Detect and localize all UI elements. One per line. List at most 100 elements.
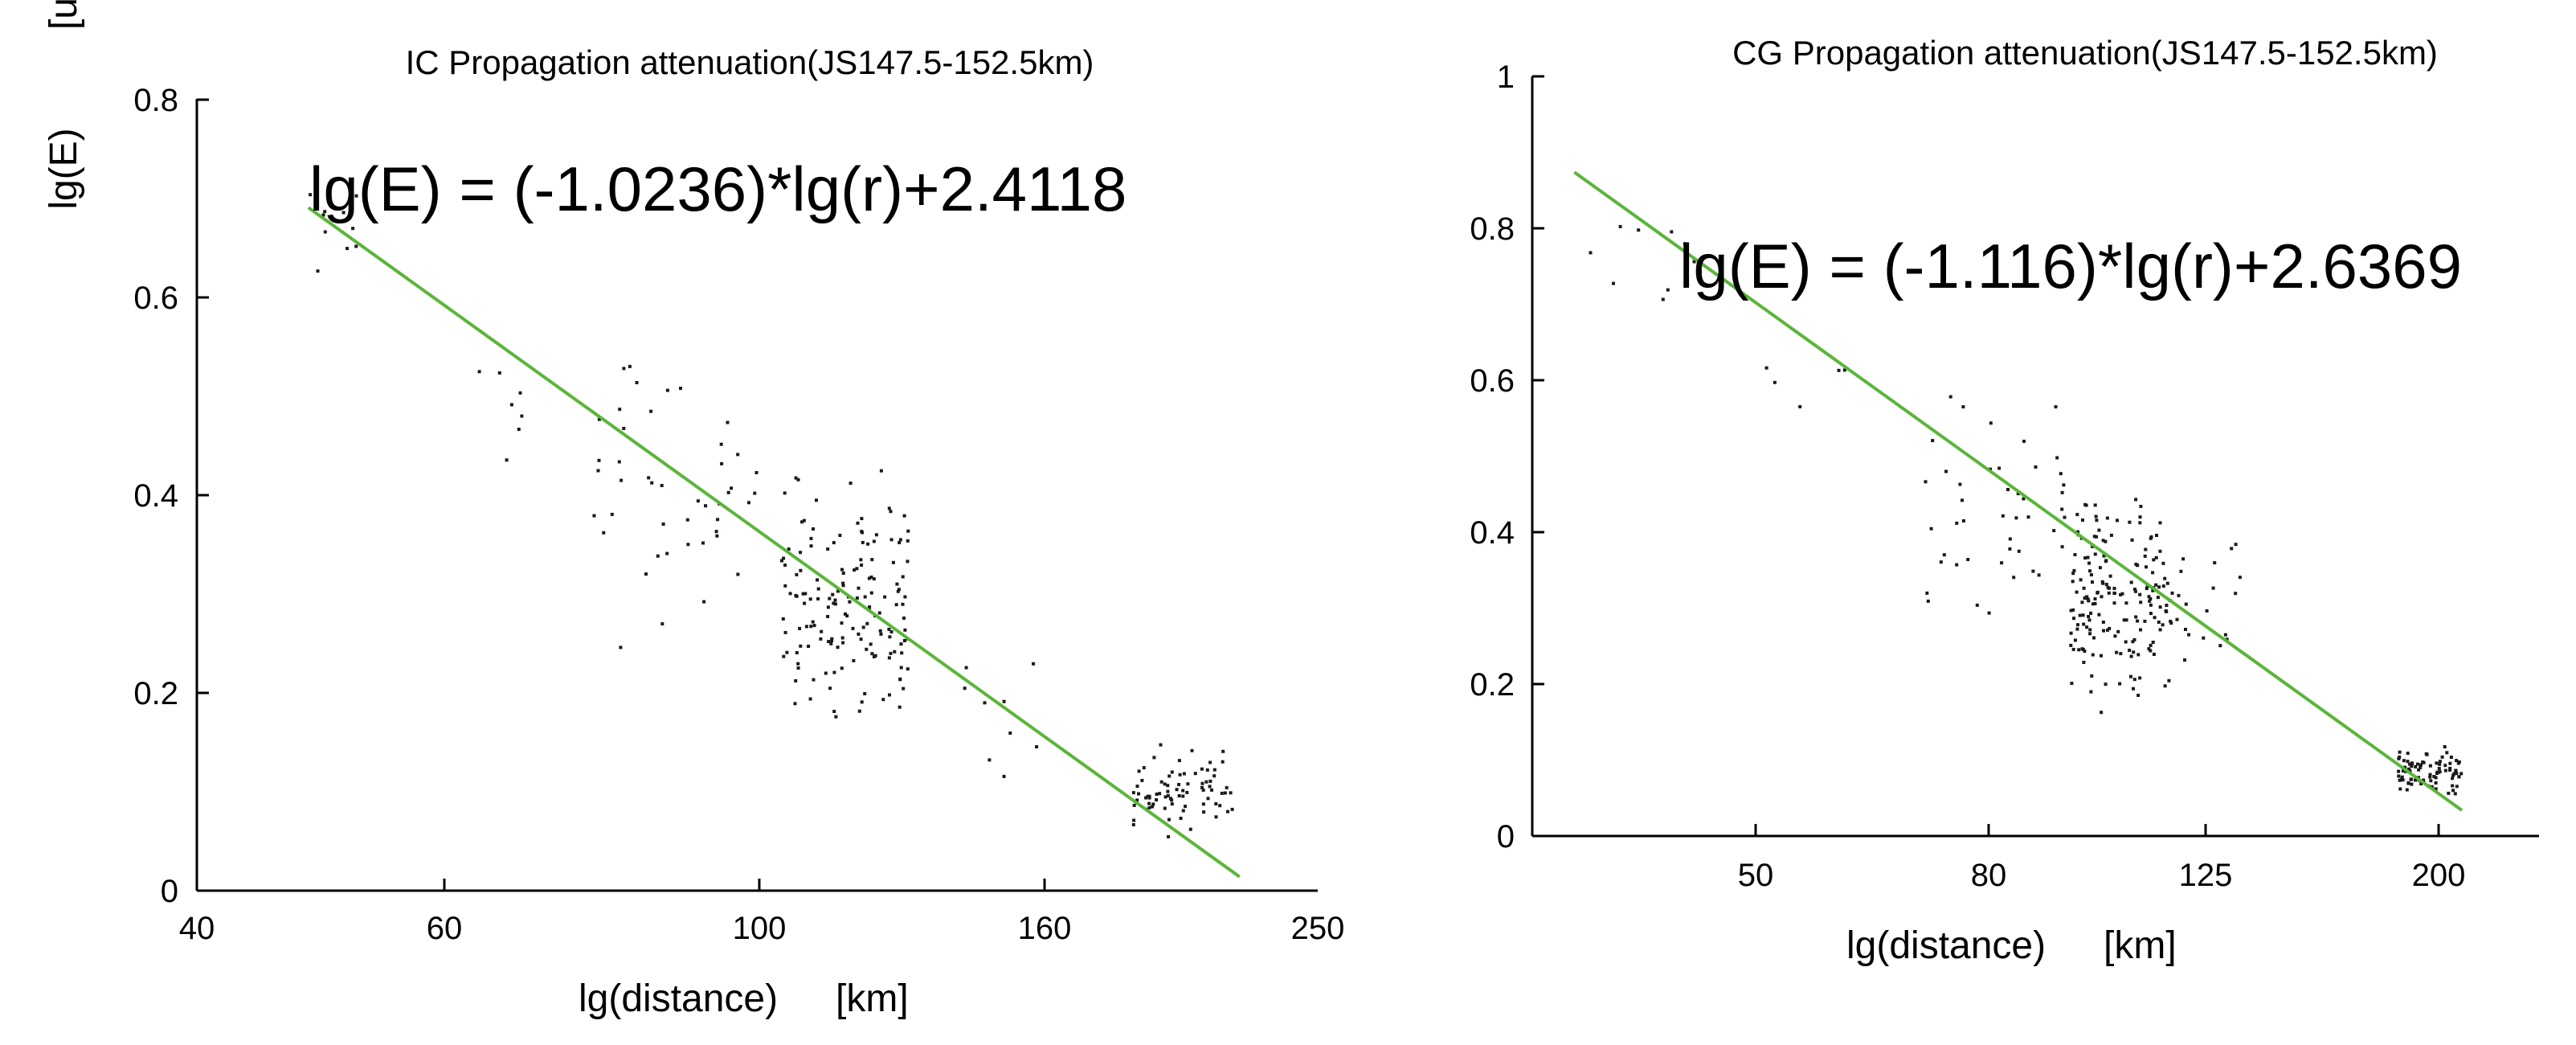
ic-x-axis-unit: [km] [836, 977, 909, 1020]
ic-data-point [656, 554, 660, 558]
ic-data-point [1177, 783, 1181, 786]
ic-data-point [1140, 778, 1144, 782]
cg-data-point [2080, 647, 2084, 651]
ic-data-point [902, 514, 906, 518]
ic-data-point [1181, 809, 1185, 813]
cg-data-point [2202, 636, 2206, 640]
ic-data-point [1177, 759, 1181, 763]
cg-data-point [2401, 768, 2405, 772]
ic-data-point [840, 568, 844, 572]
ic-data-point [736, 453, 740, 457]
ic-data-point [1135, 798, 1139, 802]
ic-data-point [715, 534, 719, 538]
ic-data-point [1177, 794, 1181, 797]
cg-data-point [2124, 618, 2128, 622]
cg-data-point [2165, 604, 2169, 607]
cg-data-point [1699, 270, 1703, 274]
ic-data-point [828, 686, 832, 691]
cg-data-point [2091, 653, 2095, 657]
ic-data-point [870, 652, 874, 656]
cg-data-point [2095, 518, 2099, 522]
cg-data-point [2060, 545, 2064, 549]
cg-data-point [2414, 764, 2418, 768]
ic-data-point [1035, 745, 1039, 748]
cg-data-point [2184, 628, 2187, 631]
cg-data-point [2149, 643, 2153, 647]
cg-data-point [2093, 601, 2097, 605]
cg-data-point [2078, 613, 2082, 617]
cg-equation: lg(E) = (-1.116)*lg(r)+2.6369 [1679, 231, 2462, 301]
ic-data-point [1200, 781, 1204, 785]
cg-data-point [2072, 617, 2075, 621]
cg-data-point [2398, 787, 2402, 791]
ic-data-point [1221, 749, 1225, 753]
ic-data-point [802, 518, 806, 522]
cg-data-point [2230, 547, 2234, 551]
cg-data-point [1798, 405, 1802, 408]
cg-data-point [2415, 762, 2419, 766]
ic-data-point [622, 427, 626, 430]
ic-data-point [902, 686, 906, 691]
cg-data-point [2448, 766, 2452, 770]
ic-data-point [844, 612, 847, 616]
ic-data-point [1158, 792, 1162, 796]
ic-y-tick-label: 0.4 [133, 478, 178, 514]
cg-data-point [2071, 647, 2075, 651]
cg-data-point [2158, 549, 2162, 553]
ic-data-point [596, 469, 600, 473]
ic-data-point [841, 581, 845, 585]
ic-data-point [831, 592, 835, 596]
ic-data-point [807, 645, 811, 648]
ic-data-point [794, 679, 798, 682]
ic-data-point [1163, 782, 1167, 786]
cg-data-point [2149, 597, 2153, 600]
cg-data-point [2405, 788, 2409, 792]
ic-data-point [801, 592, 805, 596]
ic-data-point [851, 626, 855, 630]
cg-data-point [2089, 573, 2093, 577]
ic-data-point [830, 637, 834, 641]
cg-data-point [2071, 572, 2075, 576]
ic-data-point [1159, 743, 1163, 747]
ic-data-point [747, 501, 750, 505]
ic-data-point [341, 211, 346, 215]
cg-data-point [2211, 586, 2215, 590]
cg-data-point [2145, 584, 2149, 588]
cg-data-point [2443, 745, 2447, 748]
ic-data-point [833, 602, 837, 606]
ic-data-point [836, 589, 840, 593]
ic-data-point [964, 666, 968, 670]
cg-data-point [2429, 779, 2433, 783]
cg-data-point [2008, 547, 2012, 551]
ic-data-point [1167, 818, 1171, 822]
cg-data-point [2129, 674, 2132, 678]
cg-data-point [2034, 465, 2038, 469]
ic-data-point [351, 227, 355, 231]
cg-data-point [2136, 563, 2140, 568]
cg-data-point [2108, 574, 2112, 578]
cg-data-point [2092, 535, 2096, 539]
cg-data-point [2436, 770, 2440, 774]
cg-y-tick-label: 0 [1497, 819, 1515, 854]
ic-data-point [867, 576, 871, 580]
cg-data-point [2059, 472, 2063, 476]
ic-data-point [808, 697, 812, 701]
cg-data-point [2223, 633, 2227, 637]
cg-data-point [2095, 535, 2098, 539]
ic-data-point [610, 512, 614, 516]
ic-y-axis-label-text: lg(E) [43, 128, 85, 209]
ic-data-point [1167, 834, 1171, 838]
ic-data-point [1212, 774, 1216, 778]
ic-data-point [800, 520, 804, 524]
ic-data-point [1201, 788, 1205, 792]
ic-data-point [354, 244, 358, 248]
ic-data-point [1208, 779, 1212, 783]
ic-data-point [701, 541, 705, 545]
cg-data-point [2422, 760, 2426, 764]
cg-data-point [2128, 649, 2132, 652]
ic-data-point [1205, 768, 1209, 772]
ic-data-point [893, 650, 897, 654]
ic-chart: IC Propagation attenuation(JS147.5-152.5… [43, 0, 1344, 1020]
cg-data-point [2063, 515, 2067, 519]
cg-data-point [1618, 224, 1622, 228]
